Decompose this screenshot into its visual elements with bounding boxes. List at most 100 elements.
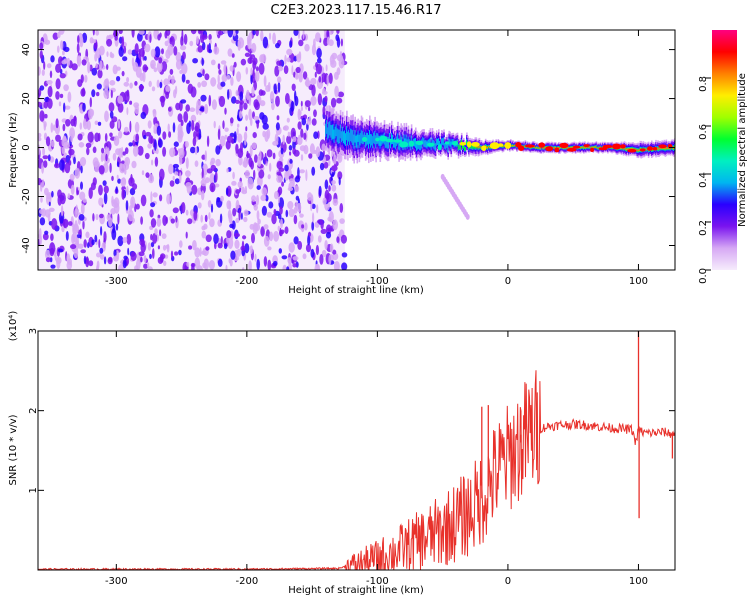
noise-blob xyxy=(244,52,251,57)
noise-blob xyxy=(150,202,156,208)
noise-blob xyxy=(109,132,113,138)
noise-blob xyxy=(154,228,158,235)
noise-blob xyxy=(254,154,258,163)
noise-blob xyxy=(127,49,133,55)
signal-strip xyxy=(356,134,359,149)
signal-strip xyxy=(334,126,337,139)
signal-strip xyxy=(449,139,451,147)
signal-peak xyxy=(385,138,394,143)
signal-strip xyxy=(398,138,400,150)
noise-blob xyxy=(123,45,127,54)
noise-blob xyxy=(43,101,49,109)
snr-series xyxy=(38,331,675,570)
noise-blob xyxy=(311,221,315,231)
noise-blob xyxy=(43,61,46,70)
noise-blob xyxy=(263,235,270,247)
noise-blob xyxy=(46,80,53,85)
noise-blob xyxy=(112,153,117,161)
signal-strip xyxy=(361,131,364,145)
colorbar: 0.0 0.2 0.4 0.6 0.8 Normalized spectral ampl… xyxy=(698,30,748,284)
noise-blob xyxy=(311,166,316,176)
signal-strip xyxy=(599,146,602,148)
noise-blob xyxy=(185,79,190,84)
noise-blob xyxy=(58,30,65,35)
noise-blob xyxy=(328,254,332,265)
noise-blob xyxy=(211,99,217,110)
signal-strip xyxy=(438,138,440,147)
noise-blob xyxy=(163,78,169,87)
noise-blob xyxy=(276,175,283,183)
noise-blob xyxy=(240,58,247,66)
signal-strip xyxy=(563,147,565,149)
noise-blob xyxy=(278,248,282,254)
x-tick-label: -100 xyxy=(366,576,389,587)
signal-peak xyxy=(504,142,512,149)
signal-strip xyxy=(660,147,662,150)
noise-blob xyxy=(253,116,260,121)
signal-strip xyxy=(446,141,448,148)
signal-strip xyxy=(386,136,389,149)
noise-blob xyxy=(308,115,312,126)
noise-blob xyxy=(251,142,257,150)
signal-strip xyxy=(514,145,516,146)
noise-blob xyxy=(144,66,149,71)
noise-blob xyxy=(334,85,339,98)
noise-blob xyxy=(175,215,178,223)
noise-blob xyxy=(274,133,279,145)
signal-strip xyxy=(502,145,505,147)
noise-blob xyxy=(138,30,145,35)
snr-x-ticks: -300 -200 -100 0 100 xyxy=(105,331,648,587)
noise-blob xyxy=(308,232,311,237)
noise-blob xyxy=(275,95,280,107)
noise-blob xyxy=(309,143,315,155)
noise-blob xyxy=(327,216,332,222)
noise-blob xyxy=(98,165,105,175)
signal-strip xyxy=(355,135,358,148)
noise-blob xyxy=(131,30,135,38)
noise-blob xyxy=(252,30,256,36)
noise-blob xyxy=(190,86,197,98)
noise-blob xyxy=(125,200,129,211)
noise-blob xyxy=(301,117,307,126)
noise-blob xyxy=(50,55,55,63)
noise-blob xyxy=(222,30,229,34)
noise-blob xyxy=(180,99,187,104)
noise-blob xyxy=(117,178,121,184)
noise-blob xyxy=(258,62,265,75)
noise-blob xyxy=(203,223,208,230)
noise-blob xyxy=(50,140,55,148)
noise-blob xyxy=(292,263,297,268)
noise-blob xyxy=(236,127,239,136)
noise-blob xyxy=(174,251,179,256)
noise-blob xyxy=(85,231,90,239)
noise-blob xyxy=(122,237,128,243)
signal-strip xyxy=(583,147,585,149)
signal-peak xyxy=(538,142,546,148)
signal-strip xyxy=(628,148,630,151)
noise-blob xyxy=(175,102,181,111)
signal-strip xyxy=(598,147,601,149)
noise-blob xyxy=(256,185,261,191)
noise-blob xyxy=(142,71,146,83)
noise-blob xyxy=(252,68,255,79)
noise-blob xyxy=(45,136,51,147)
noise-blob xyxy=(185,170,191,178)
signal-strip xyxy=(512,145,514,147)
noise-blob xyxy=(144,152,150,160)
signal-strip xyxy=(348,129,350,142)
noise-blob xyxy=(268,201,274,209)
signal-strip xyxy=(591,146,594,148)
signal-strip xyxy=(430,143,433,150)
noise-blob xyxy=(89,109,95,117)
noise-blob xyxy=(252,60,257,70)
noise-blob xyxy=(220,195,224,202)
noise-blob xyxy=(113,255,119,262)
noise-blob xyxy=(233,61,237,68)
noise-blob xyxy=(224,127,229,132)
noise-blob xyxy=(287,201,294,210)
signal-peak xyxy=(647,146,653,151)
noise-blob xyxy=(234,233,240,238)
noise-blob xyxy=(57,45,60,53)
signal-strip xyxy=(464,147,466,151)
signal-strip xyxy=(644,148,647,150)
